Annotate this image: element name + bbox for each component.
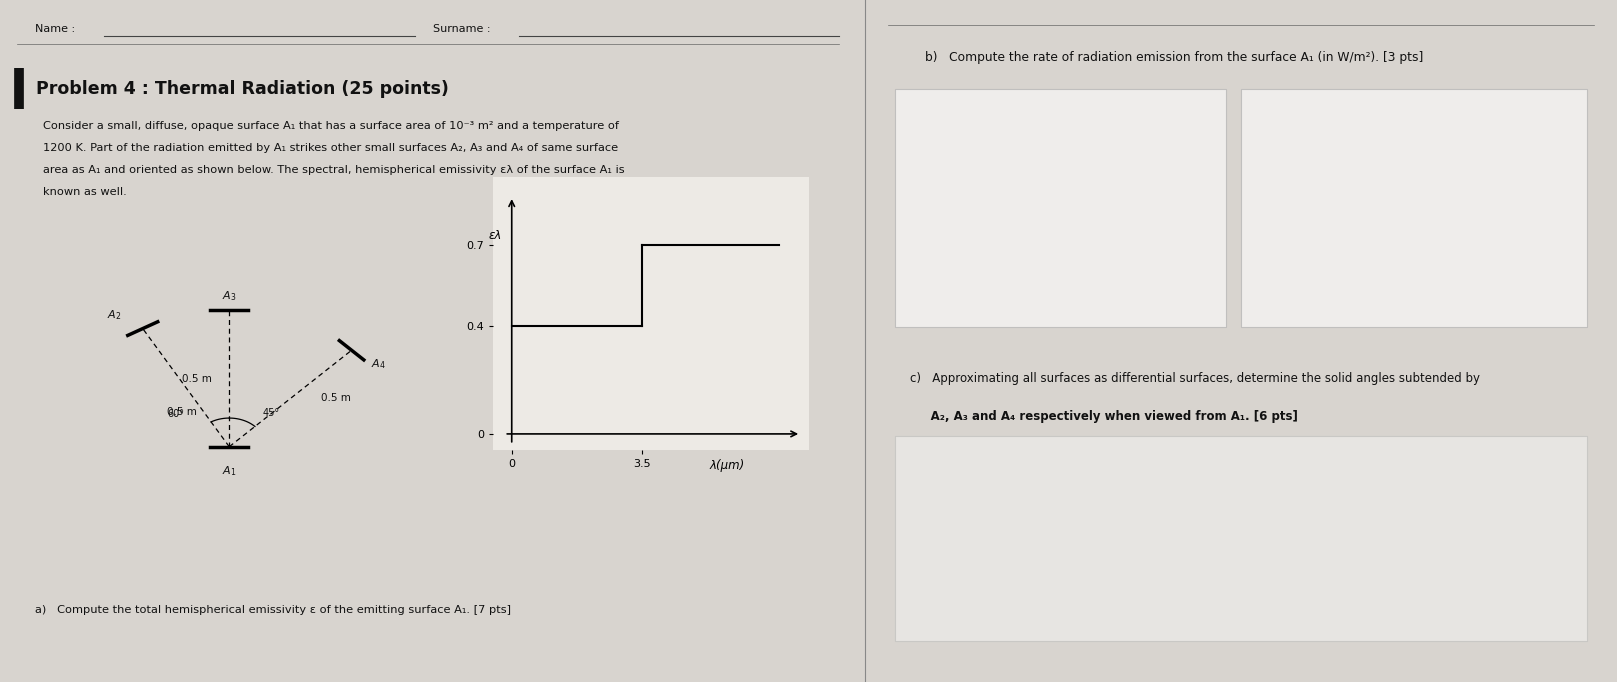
FancyBboxPatch shape bbox=[1242, 89, 1586, 327]
Text: c)   Approximating all surfaces as differential surfaces, determine the solid an: c) Approximating all surfaces as differe… bbox=[910, 372, 1480, 385]
Text: λ(μm): λ(μm) bbox=[710, 459, 744, 472]
Text: 45°: 45° bbox=[262, 408, 280, 417]
Text: Consider a small, diffuse, opaque surface A₁ that has a surface area of 10⁻³ m² : Consider a small, diffuse, opaque surfac… bbox=[44, 121, 619, 131]
Text: Surname :: Surname : bbox=[433, 25, 490, 34]
FancyBboxPatch shape bbox=[896, 89, 1226, 327]
Text: ελ: ελ bbox=[488, 229, 501, 242]
FancyBboxPatch shape bbox=[896, 436, 1586, 641]
Text: known as well.: known as well. bbox=[44, 187, 128, 196]
Text: Name :: Name : bbox=[34, 25, 74, 34]
Text: 0.5 m: 0.5 m bbox=[320, 394, 351, 404]
Text: 0.5 m: 0.5 m bbox=[183, 374, 212, 383]
Text: 0.5 m: 0.5 m bbox=[167, 406, 197, 417]
Text: A₂, A₃ and A₄ respectively when viewed from A₁. [6 pts]: A₂, A₃ and A₄ respectively when viewed f… bbox=[910, 409, 1298, 423]
Text: $A_1$: $A_1$ bbox=[222, 464, 236, 477]
Text: 60°: 60° bbox=[167, 409, 184, 419]
Text: b)   Compute the rate of radiation emission from the surface A₁ (in W/m²). [3 pt: b) Compute the rate of radiation emissio… bbox=[925, 51, 1423, 65]
Text: $A_4$: $A_4$ bbox=[370, 357, 385, 371]
Text: $A_2$: $A_2$ bbox=[107, 308, 121, 322]
Text: area as A₁ and oriented as shown below. The spectral, hemispherical emissivity ε: area as A₁ and oriented as shown below. … bbox=[44, 165, 624, 175]
Text: $A_3$: $A_3$ bbox=[222, 290, 236, 303]
Text: 1200 K. Part of the radiation emitted by A₁ strikes other small surfaces A₂, A₃ : 1200 K. Part of the radiation emitted by… bbox=[44, 143, 618, 153]
Text: a)   Compute the total hemispherical emissivity ε of the emitting surface A₁. [7: a) Compute the total hemispherical emiss… bbox=[34, 606, 511, 615]
Text: Problem 4 : Thermal Radiation (25 points): Problem 4 : Thermal Radiation (25 points… bbox=[36, 80, 450, 98]
